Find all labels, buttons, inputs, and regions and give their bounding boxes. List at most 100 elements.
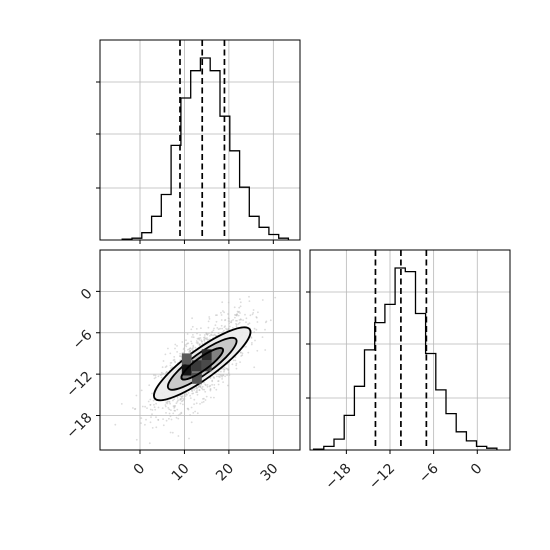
scatter-point — [209, 384, 212, 387]
hist-x-step-line — [121, 57, 290, 240]
scatter-point — [191, 336, 193, 338]
scatter-point — [217, 332, 220, 335]
scatter-point — [245, 345, 247, 348]
scatter-point — [170, 367, 172, 369]
scatter-point — [164, 353, 167, 356]
scatter-point — [154, 376, 157, 379]
scatter-point — [245, 317, 248, 320]
joint-xtick-label: 0 — [131, 461, 149, 479]
scatter-point — [264, 321, 267, 324]
scatter-point — [219, 376, 221, 378]
scatter-point — [187, 348, 189, 351]
scatter-point — [165, 419, 168, 422]
scatter-point — [213, 327, 215, 330]
scatter-point — [168, 417, 170, 420]
scatter-point — [237, 323, 240, 325]
scatter-point — [183, 351, 185, 354]
hist-y-bin — [456, 432, 466, 450]
scatter-point — [164, 372, 167, 374]
scatter-point — [179, 352, 182, 355]
scatter-point — [179, 399, 182, 401]
scatter-point — [223, 366, 226, 369]
scatter-point — [183, 397, 185, 400]
scatter-point — [153, 403, 155, 406]
scatter-point — [169, 352, 172, 355]
scatter-point — [185, 345, 188, 348]
scatter-point — [169, 364, 172, 367]
scatter-point — [192, 334, 194, 336]
scatter-point — [207, 320, 210, 323]
scatter-point — [141, 405, 144, 408]
hist-x-bin — [210, 71, 220, 240]
scatter-point — [234, 316, 236, 319]
scatter-point — [168, 412, 171, 415]
scatter-point — [153, 406, 156, 408]
scatter-point — [164, 405, 167, 408]
scatter-point — [135, 438, 138, 441]
scatter-point — [199, 337, 202, 339]
scatter-point — [151, 409, 154, 411]
scatter-point — [220, 370, 222, 373]
scatter-point — [220, 319, 223, 321]
scatter-point — [255, 328, 258, 331]
scatter-point — [221, 301, 224, 304]
scatter-point — [173, 398, 176, 400]
scatter-point — [173, 409, 176, 412]
scatter-point — [202, 336, 205, 339]
scatter-point — [206, 384, 209, 386]
scatter-point — [248, 300, 251, 302]
scatter-point — [208, 332, 210, 334]
hist-y-bin — [436, 390, 446, 450]
scatter-point — [213, 396, 215, 399]
scatter-point — [227, 368, 230, 371]
scatter-point — [120, 403, 123, 405]
density-cell — [201, 360, 212, 372]
scatter-point — [221, 378, 224, 380]
density-cell — [192, 360, 202, 372]
scatter-point — [152, 399, 155, 402]
scatter-point — [254, 339, 256, 342]
scatter-point — [170, 418, 173, 421]
scatter-point — [196, 332, 198, 335]
scatter-point — [220, 324, 223, 327]
scatter-point — [215, 320, 218, 323]
scatter-point — [257, 311, 259, 314]
scatter-point — [144, 405, 147, 408]
scatter-point — [224, 375, 227, 378]
scatter-point — [160, 376, 163, 379]
scatter-point — [227, 384, 229, 387]
hist-x-bin — [249, 216, 259, 240]
scatter-point — [189, 414, 192, 416]
scatter-point — [253, 327, 256, 330]
scatter-point — [171, 431, 174, 434]
scatter-point — [167, 347, 169, 350]
scatter-point — [206, 337, 208, 339]
scatter-point — [186, 407, 189, 410]
scatter-point — [274, 296, 277, 299]
scatter-point — [269, 319, 272, 322]
scatter-point — [227, 317, 230, 319]
scatter-point — [223, 370, 225, 373]
density-cell — [181, 353, 192, 365]
scatter-point — [183, 350, 186, 352]
scatter-point — [247, 351, 250, 354]
scatter-point — [198, 389, 201, 392]
scatter-point — [179, 413, 181, 416]
scatter-point — [237, 311, 240, 314]
scatter-point — [213, 384, 216, 386]
scatter-point — [190, 342, 193, 345]
scatter-point — [230, 319, 233, 322]
scatter-point — [211, 383, 214, 386]
scatter-point — [134, 408, 136, 411]
scatter-point — [189, 397, 192, 399]
scatter-point — [151, 413, 153, 416]
hist-x-bin — [181, 98, 191, 240]
scatter-point — [201, 340, 204, 343]
scatter-point — [151, 427, 154, 429]
scatter-point — [234, 314, 236, 316]
hist-x-bin — [161, 195, 171, 241]
scatter-point — [211, 380, 214, 383]
scatter-point — [217, 328, 220, 331]
scatter-point — [239, 312, 241, 314]
scatter-point — [247, 323, 250, 326]
